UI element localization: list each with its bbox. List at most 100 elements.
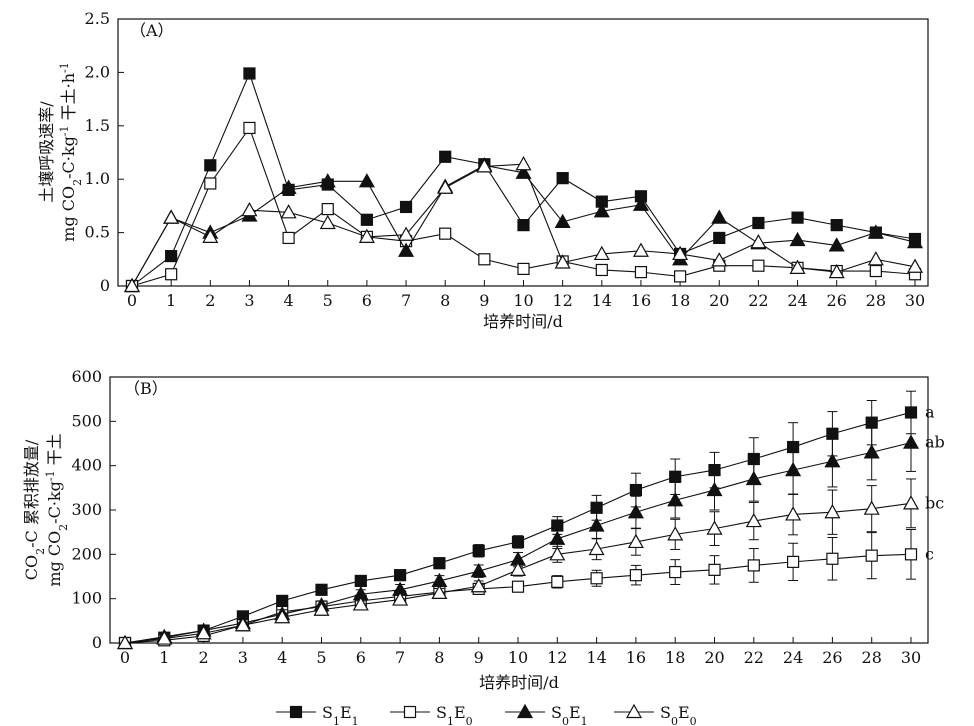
- y-tick-label: 1.0: [85, 169, 110, 188]
- plot-frame: [117, 18, 929, 287]
- x-tick-label: 5: [323, 291, 333, 310]
- legend-marker: [516, 703, 534, 719]
- legend-marker: [625, 703, 643, 719]
- x-tick-label: 22: [744, 648, 764, 667]
- x-tick-label: 9: [474, 648, 484, 667]
- x-tick-label: 9: [479, 291, 489, 310]
- data-point-S1E0: [478, 253, 491, 266]
- x-tick-label: 16: [631, 291, 651, 310]
- x-axis-title: 培养时间/d: [483, 312, 563, 331]
- data-point-S0E0: [116, 634, 134, 650]
- x-tick-label: 0: [127, 291, 137, 310]
- data-point-S1E1: [204, 159, 217, 172]
- legend-label: S0E0: [660, 703, 697, 726]
- legend-marker: [289, 705, 303, 719]
- data-point-S1E0: [321, 203, 334, 216]
- x-tick-label: 14: [592, 291, 612, 310]
- data-point-S0E1: [470, 562, 487, 578]
- data-point-S1E0: [590, 572, 603, 585]
- data-point-S0E1: [828, 237, 845, 252]
- x-tick-label: 8: [440, 291, 450, 310]
- data-point-S1E1: [354, 574, 367, 588]
- y-tick-label: 2.0: [85, 62, 110, 81]
- y-tick-label: 100: [71, 589, 102, 608]
- y-tick-label: 200: [71, 544, 102, 563]
- data-point-S0E0: [515, 156, 532, 171]
- data-point-S0E0: [593, 245, 610, 261]
- data-point-S1E1: [517, 219, 530, 232]
- data-point-S1E0: [786, 555, 800, 568]
- data-point-S0E0: [549, 546, 566, 561]
- data-point-S1E0: [439, 227, 452, 240]
- data-point-S0E1: [554, 213, 571, 229]
- panel-label: （A）: [130, 21, 174, 40]
- data-point-S0E0: [828, 263, 845, 279]
- significance-label: a: [925, 402, 935, 421]
- x-tick-label: 5: [316, 648, 326, 667]
- data-point-S0E0: [672, 245, 689, 261]
- data-point-S1E1: [791, 211, 804, 224]
- data-point-S1E1: [472, 544, 485, 557]
- data-point-S0E1: [706, 481, 723, 497]
- data-point-S0E0: [745, 512, 762, 528]
- series-S1E0: [125, 121, 922, 293]
- data-point-S0E1: [398, 242, 415, 257]
- data-point-S0E1: [549, 530, 566, 545]
- data-point-S1E1: [629, 483, 643, 497]
- y-tick-label: 0: [100, 276, 110, 295]
- data-point-S1E1: [243, 67, 256, 80]
- series-S0E0: bc: [116, 478, 944, 650]
- data-point-S1E0: [634, 266, 648, 279]
- data-point-S0E1: [863, 444, 880, 459]
- data-point-S0E0: [711, 252, 728, 267]
- data-point-S0E1: [824, 453, 841, 468]
- data-point-S0E0: [785, 506, 802, 521]
- x-tick-label: 1: [166, 291, 176, 310]
- significance-label: bc: [925, 493, 944, 512]
- data-point-S1E0: [204, 177, 217, 190]
- data-point-S1E0: [629, 569, 643, 582]
- data-point-S0E1: [711, 209, 728, 224]
- legend: S1E1 S1E0 S0E1 S0E0: [276, 703, 697, 726]
- data-point-S1E0: [669, 565, 682, 579]
- x-tick-label: 24: [783, 648, 803, 667]
- data-point-S0E1: [906, 233, 924, 249]
- x-tick-label: 6: [362, 291, 372, 310]
- y-tick-label: 0: [92, 633, 102, 652]
- data-point-S1E1: [394, 569, 407, 582]
- data-point-S0E0: [123, 277, 141, 293]
- panel-a-soil-respiration-rate: 00.51.01.52.02.50 1 2 3 4 5 6 7 8 9 10 12 14 16 18 20 22…: [37, 9, 929, 331]
- x-tick-label: 8: [434, 648, 444, 667]
- data-point-S1E0: [511, 580, 525, 593]
- data-point-S0E1: [745, 470, 762, 486]
- data-point-S0E0: [202, 228, 219, 243]
- x-tick-label: 26: [827, 291, 847, 310]
- data-point-S0E1: [789, 231, 806, 247]
- x-tick-label: 2: [199, 648, 209, 667]
- data-point-S0E0: [554, 254, 571, 269]
- x-tick-label: 30: [905, 291, 925, 310]
- data-point-S0E0: [824, 503, 841, 519]
- data-point-S0E0: [789, 259, 806, 274]
- y-axis-title-line1: 土壤呼吸速率/: [37, 101, 56, 203]
- data-point-S0E0: [358, 228, 375, 243]
- data-point-S0E0: [280, 204, 297, 219]
- data-point-S0E0: [156, 630, 173, 645]
- data-point-S0E1: [588, 517, 605, 532]
- y-tick-label: 2.5: [85, 9, 110, 28]
- y-tick-label: 500: [71, 411, 102, 430]
- data-point-S0E0: [241, 201, 258, 217]
- data-point-S0E0: [352, 596, 369, 611]
- x-tick-label: 7: [401, 291, 411, 310]
- data-point-S0E1: [627, 503, 644, 519]
- x-tick-label: 3: [238, 648, 248, 667]
- x-tick-label: 30: [901, 648, 921, 667]
- data-point-S0E0: [706, 520, 723, 535]
- x-tick-label: 10: [513, 291, 533, 310]
- x-tick-label: 28: [862, 648, 882, 667]
- data-point-S0E0: [274, 609, 291, 624]
- data-point-S0E0: [863, 500, 880, 515]
- data-point-S0E0: [313, 601, 330, 616]
